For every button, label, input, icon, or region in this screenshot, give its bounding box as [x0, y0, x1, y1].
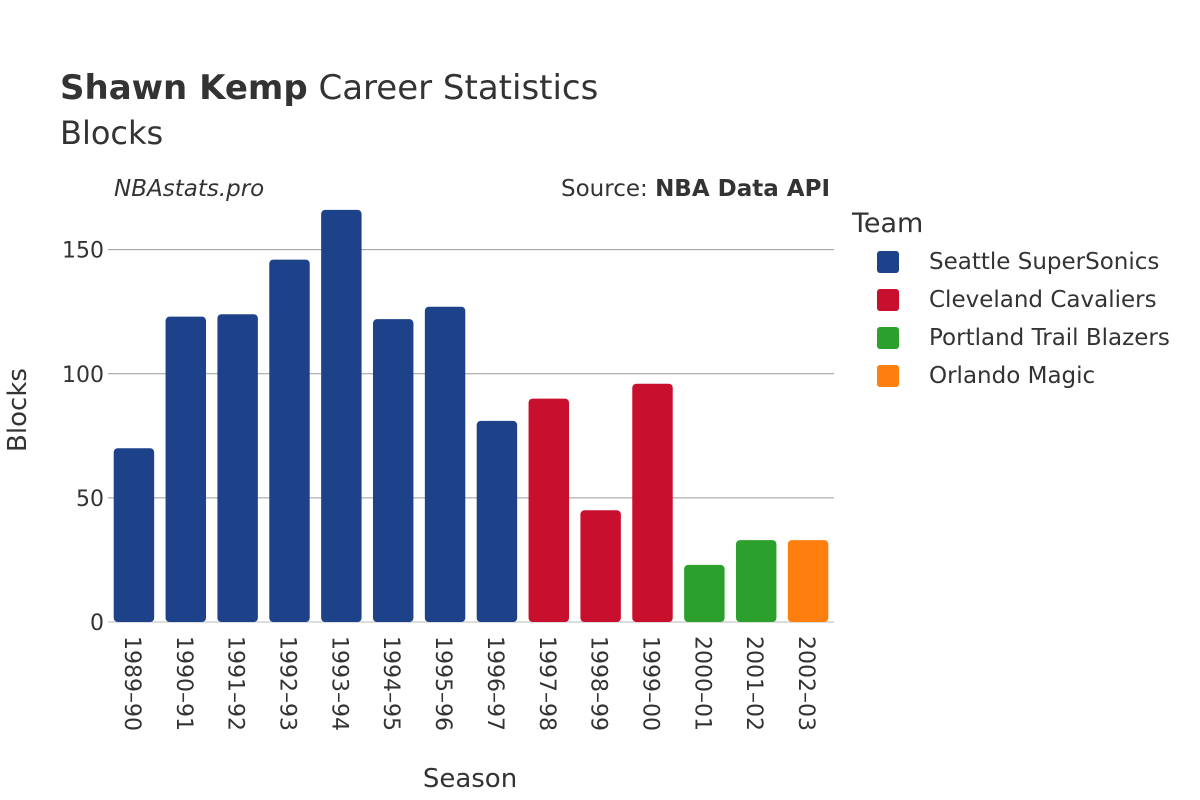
y-tick-label-0: 0 — [90, 611, 104, 636]
bar-1989–90[interactable] — [113, 448, 155, 622]
legend-item-orlando[interactable]: Orlando Magic — [852, 361, 1095, 399]
legend-item-seattle[interactable]: Seattle SuperSonics — [852, 247, 1159, 285]
x-tick-label-1999–00: 1999–00 — [638, 636, 663, 731]
source-label: Source: — [561, 176, 648, 202]
chart-title-rest: Career Statistics — [318, 68, 599, 108]
y-grid — [108, 249, 834, 623]
legend-swatch-portland — [877, 327, 899, 349]
bar-1999–00[interactable] — [632, 383, 673, 622]
legend: Team Seattle SuperSonics Cleveland Caval… — [852, 208, 1170, 399]
bar-2002–03[interactable] — [787, 540, 829, 622]
x-tick-label-1994–95: 1994–95 — [378, 636, 403, 731]
y-tick-labels: 0 50 100 150 — [62, 239, 104, 636]
site-credit: NBAstats.pro — [114, 176, 265, 202]
bar-1992–93[interactable] — [269, 259, 310, 622]
source-name: NBA Data API — [655, 176, 830, 202]
bar-1991–92[interactable] — [217, 314, 258, 622]
legend-swatch-orlando — [877, 365, 899, 387]
bar-2001–02[interactable] — [735, 540, 777, 622]
y-tick-label-50: 50 — [76, 487, 104, 512]
x-tick-labels: 1989–90 1990–91 1991–92 1992–93 1993–94 1994–… — [119, 636, 818, 731]
bar-1994–95[interactable] — [372, 319, 414, 622]
y-tick-label-100: 100 — [62, 363, 104, 388]
legend-item-portland[interactable]: Portland Trail Blazers — [852, 323, 1170, 361]
bar-1998–99[interactable] — [580, 510, 621, 622]
legend-swatch-seattle — [877, 251, 899, 273]
x-tick-label-1991–92: 1991–92 — [223, 636, 248, 731]
x-tick-label-2001–02: 2001–02 — [741, 636, 766, 731]
bar-1990–91[interactable] — [165, 316, 207, 622]
legend-swatch-cleveland — [877, 289, 899, 311]
x-tick-label-1993–94: 1993–94 — [326, 636, 351, 731]
chart-title-player: Shawn Kemp — [60, 68, 308, 108]
legend-item-cleveland[interactable]: Cleveland Cavaliers — [852, 285, 1157, 323]
x-axis-label: Season — [423, 764, 517, 794]
bar-1996–97[interactable] — [476, 420, 518, 622]
legend-label-orlando: Orlando Magic — [929, 363, 1096, 389]
source-note: Source: NBA Data API — [561, 176, 830, 202]
chart-subtitle: Blocks — [60, 114, 164, 152]
legend-label-cleveland: Cleveland Cavaliers — [929, 287, 1157, 313]
legend-title: Team — [852, 208, 924, 239]
bar-1997–98[interactable] — [528, 398, 570, 622]
x-tick-label-2000–01: 2000–01 — [689, 636, 714, 731]
x-tick-label-2002–03: 2002–03 — [793, 636, 818, 731]
bars — [113, 209, 829, 622]
x-tick-label-1998–99: 1998–99 — [586, 636, 611, 731]
x-tick-label-1996–97: 1996–97 — [482, 636, 507, 731]
bar-2000–01[interactable] — [684, 564, 725, 622]
legend-label-portland: Portland Trail Blazers — [929, 325, 1170, 351]
legend-label-seattle: Seattle SuperSonics — [929, 249, 1160, 275]
x-tick-label-1992–93: 1992–93 — [275, 636, 300, 731]
y-axis-label: Blocks — [3, 368, 33, 452]
x-tick-label-1997–98: 1997–98 — [534, 636, 559, 731]
bar-1993–94[interactable] — [321, 209, 362, 622]
x-tick-label-1990–91: 1990–91 — [171, 636, 196, 731]
x-tick-label-1989–90: 1989–90 — [119, 636, 144, 731]
bar-1995–96[interactable] — [424, 306, 466, 622]
x-tick-label-1995–96: 1995–96 — [430, 636, 455, 731]
chart-title: Shawn Kemp Career Statistics — [60, 68, 598, 108]
y-tick-label-150: 150 — [62, 239, 104, 264]
